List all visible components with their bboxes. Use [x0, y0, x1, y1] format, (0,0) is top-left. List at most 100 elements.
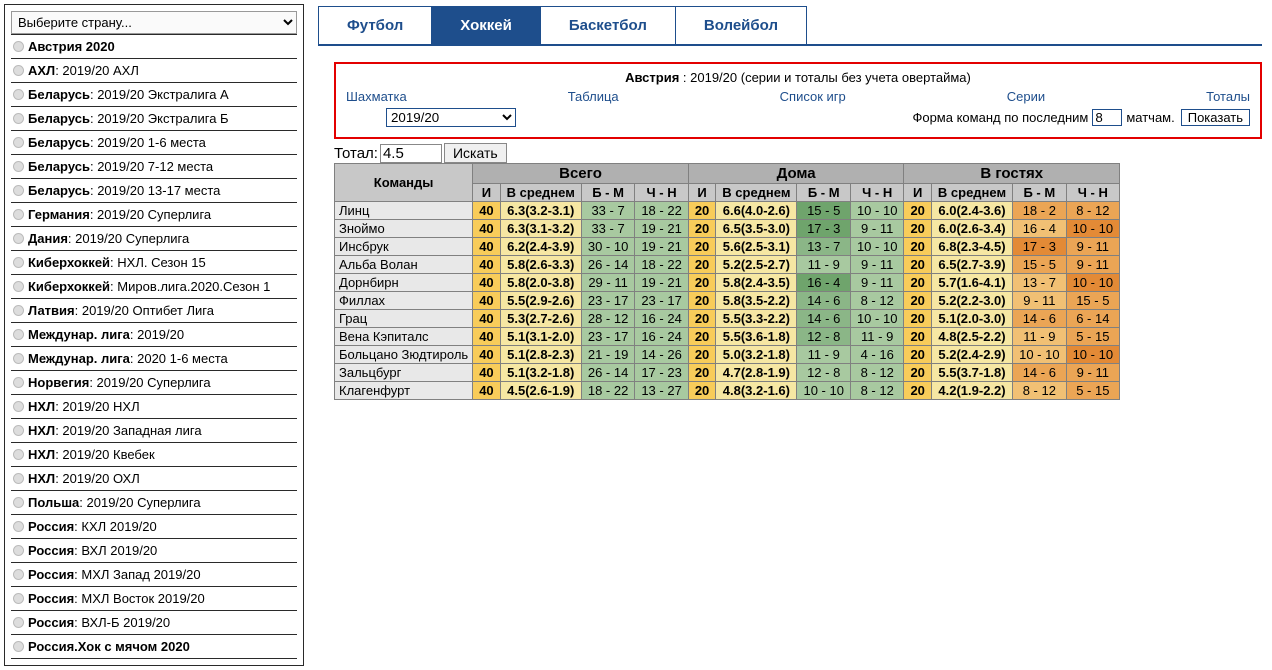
stat-cell: 6.3(3.2-3.1) [500, 202, 581, 220]
stat-cell: 8 - 12 [1066, 202, 1119, 220]
th-sub: И [688, 184, 715, 202]
tab-баскетбол[interactable]: Баскетбол [540, 6, 676, 44]
team-cell: Линц [335, 202, 473, 220]
sidebar-item[interactable]: Россия : ВХЛ 2019/20 [11, 539, 297, 563]
sidebar-item-bold: Германия [28, 207, 90, 222]
stat-cell: 15 - 5 [1013, 256, 1066, 274]
filter-link[interactable]: Таблица [568, 89, 619, 104]
stat-cell: 8 - 12 [850, 382, 903, 400]
team-cell: Зальцбург [335, 364, 473, 382]
radio-icon [13, 545, 24, 556]
th-group: В гостях [904, 164, 1120, 184]
radio-icon [13, 185, 24, 196]
stat-cell: 21 - 19 [581, 346, 634, 364]
sidebar-item[interactable]: Беларусь : 2019/20 Экстралига Б [11, 107, 297, 131]
tab-волейбол[interactable]: Волейбол [675, 6, 807, 44]
sidebar-item[interactable]: Польша : 2019/20 Суперлига [11, 491, 297, 515]
sidebar-item[interactable]: Россия : КХЛ 2019/20 [11, 515, 297, 539]
stat-cell: 23 - 17 [581, 328, 634, 346]
sidebar-item[interactable]: Беларусь : 2019/20 13-17 места [11, 179, 297, 203]
stat-cell: 9 - 11 [850, 256, 903, 274]
sidebar-item[interactable]: Россия : ВХЛ-Б 2019/20 [11, 611, 297, 635]
stat-cell: 20 [688, 328, 715, 346]
sidebar-item[interactable]: Латвия : 2019/20 Оптибет Лига [11, 299, 297, 323]
sidebar-item[interactable]: Германия : 2019/20 Суперлига [11, 203, 297, 227]
stat-cell: 15 - 5 [797, 202, 850, 220]
stat-cell: 20 [688, 292, 715, 310]
stat-cell: 9 - 11 [1013, 292, 1066, 310]
stat-cell: 20 [688, 310, 715, 328]
stat-cell: 33 - 7 [581, 202, 634, 220]
filter-link[interactable]: Тоталы [1206, 89, 1250, 104]
radio-icon [13, 641, 24, 652]
radio-icon [13, 137, 24, 148]
tab-хоккей[interactable]: Хоккей [431, 6, 541, 44]
total-input[interactable] [380, 144, 442, 163]
th-sub: В среднем [931, 184, 1012, 202]
stat-cell: 20 [904, 310, 931, 328]
sidebar-item[interactable]: НХЛ : 2019/20 НХЛ [11, 395, 297, 419]
stat-cell: 20 [688, 202, 715, 220]
th-sub: Б - М [1013, 184, 1066, 202]
sidebar-item-bold: Россия [28, 519, 74, 534]
stat-cell: 8 - 12 [850, 292, 903, 310]
sidebar-item-bold: НХЛ [28, 399, 55, 414]
tab-футбол[interactable]: Футбол [318, 6, 432, 44]
sidebar-item-bold: НХЛ [28, 447, 55, 462]
sidebar-item[interactable]: Беларусь : 2019/20 1-6 места [11, 131, 297, 155]
filter-link[interactable]: Список игр [780, 89, 846, 104]
sidebar-item[interactable]: Киберхоккей : НХЛ. Сезон 15 [11, 251, 297, 275]
sidebar-item[interactable]: Россия : МХЛ Запад 2019/20 [11, 563, 297, 587]
sidebar-item[interactable]: НХЛ : 2019/20 Западная лига [11, 419, 297, 443]
sidebar-item[interactable]: Австрия 2020 [11, 34, 297, 59]
sidebar-item[interactable]: Россия : МХЛ Восток 2019/20 [11, 587, 297, 611]
sidebar-item[interactable]: АХЛ : 2019/20 АХЛ [11, 59, 297, 83]
stat-cell: 5.1(2.0-3.0) [931, 310, 1012, 328]
sidebar-item-bold: НХЛ [28, 423, 55, 438]
stat-cell: 40 [473, 382, 500, 400]
stat-cell: 40 [473, 202, 500, 220]
stat-cell: 30 - 10 [581, 238, 634, 256]
radio-icon [13, 593, 24, 604]
stat-cell: 5.2(2.5-2.7) [716, 256, 797, 274]
sidebar-item[interactable]: Беларусь : 2019/20 Экстралига А [11, 83, 297, 107]
filter-link[interactable]: Серии [1007, 89, 1045, 104]
sidebar-item[interactable]: НХЛ : 2019/20 ОХЛ [11, 467, 297, 491]
stat-cell: 4.5(2.6-1.9) [500, 382, 581, 400]
sidebar-item[interactable]: Россия.Хок с мячом 2020 [11, 635, 297, 659]
sidebar-item[interactable]: Норвегия : 2019/20 Суперлига [11, 371, 297, 395]
stat-cell: 17 - 23 [635, 364, 688, 382]
th-group: Дома [688, 164, 904, 184]
stat-cell: 20 [904, 220, 931, 238]
sidebar-item[interactable]: НХЛ : 2019/20 Квебек [11, 443, 297, 467]
stat-cell: 5.2(2.2-3.0) [931, 292, 1012, 310]
sidebar-item[interactable]: Киберхоккей : Миров.лига.2020.Сезон 1 [11, 275, 297, 299]
stat-cell: 6 - 14 [1066, 310, 1119, 328]
show-button[interactable]: Показать [1181, 109, 1250, 126]
stat-cell: 12 - 8 [797, 364, 850, 382]
stat-cell: 11 - 9 [797, 346, 850, 364]
sidebar-item[interactable]: Междунар. лига : 2020 1-6 места [11, 347, 297, 371]
team-cell: Инсбрук [335, 238, 473, 256]
sidebar-item[interactable]: Междунар. лига : 2019/20 [11, 323, 297, 347]
th-sub: В среднем [500, 184, 581, 202]
country-select[interactable]: Выберите страну... [11, 11, 297, 34]
stat-cell: 40 [473, 292, 500, 310]
sidebar-item[interactable]: Дания : 2019/20 Суперлига [11, 227, 297, 251]
radio-icon [13, 449, 24, 460]
sidebar-item-bold: АХЛ [28, 63, 55, 78]
stat-cell: 19 - 21 [635, 238, 688, 256]
stat-cell: 16 - 24 [635, 328, 688, 346]
form-label: Форма команд по последним [912, 110, 1088, 125]
team-cell: Вена Кэпиталс [335, 328, 473, 346]
filter-link[interactable]: Шахматка [346, 89, 407, 104]
sidebar-item-rest: : 2019/20 ОХЛ [55, 471, 140, 486]
sidebar-item-bold: Дания [28, 231, 68, 246]
sidebar-item-bold: Беларусь [28, 111, 90, 126]
season-select[interactable]: 2019/20 [386, 108, 516, 127]
sidebar-item[interactable]: Беларусь : 2019/20 7-12 места [11, 155, 297, 179]
search-button[interactable]: Искать [444, 143, 507, 163]
stat-cell: 40 [473, 328, 500, 346]
radio-icon [13, 425, 24, 436]
matches-input[interactable] [1092, 109, 1122, 126]
